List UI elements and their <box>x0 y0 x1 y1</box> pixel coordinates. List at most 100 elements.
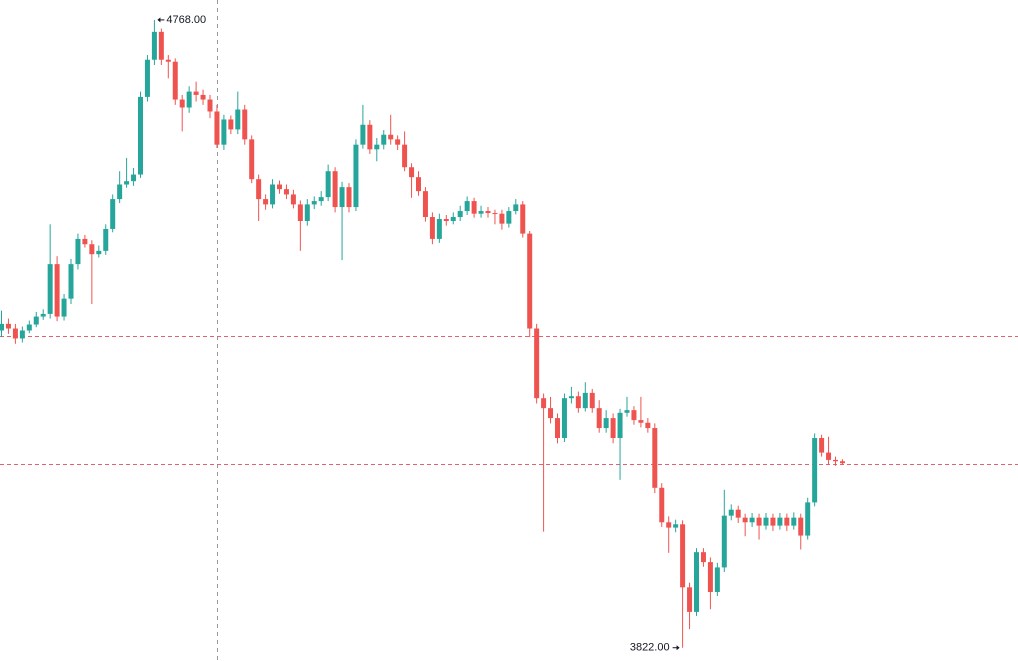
candle-body <box>582 392 588 409</box>
candle-body <box>33 316 39 325</box>
candle-body <box>228 119 234 130</box>
candle-body <box>207 99 213 112</box>
candle-body <box>82 238 88 245</box>
candle-body <box>492 213 498 215</box>
candle-body <box>26 324 32 331</box>
candle-body <box>325 171 331 198</box>
candle-body <box>138 96 143 175</box>
candle-body <box>235 109 241 130</box>
candle-body <box>290 194 296 205</box>
candle-body <box>443 219 449 221</box>
candle-body <box>0 323 4 331</box>
candle-body <box>221 119 227 145</box>
candle-body <box>624 410 630 413</box>
candle-body <box>117 184 123 200</box>
candle-body <box>756 517 762 526</box>
candle-body <box>242 109 248 140</box>
candle-body <box>54 264 60 317</box>
candle-body <box>75 238 81 265</box>
candle-body <box>513 204 519 212</box>
candle-body <box>700 552 706 563</box>
candle-body <box>645 422 651 429</box>
candle-body <box>603 418 609 429</box>
candle-body <box>568 396 574 399</box>
candle-body <box>770 517 776 526</box>
annotation-arrowhead <box>157 17 161 23</box>
candle-body <box>103 228 109 251</box>
candle-body <box>40 313 46 317</box>
candle-body <box>429 217 435 239</box>
annotation-label: 4768.00 <box>166 14 206 26</box>
candle-body <box>61 298 67 317</box>
candle-body <box>360 124 366 145</box>
candle-body <box>520 204 526 234</box>
candle-body <box>735 509 741 518</box>
candle-body <box>548 408 554 419</box>
candle-body <box>596 408 602 429</box>
candle-body <box>457 211 463 218</box>
candle-body <box>450 217 456 221</box>
candle-body <box>388 134 394 140</box>
candle-body <box>659 487 665 523</box>
candle-body <box>283 189 289 195</box>
candle-body <box>541 398 547 409</box>
candle-body <box>833 459 838 462</box>
candle-body <box>527 233 533 329</box>
candle-body <box>742 517 748 523</box>
candle-body <box>332 171 338 208</box>
candle-body <box>249 139 255 180</box>
candle-body <box>561 398 567 439</box>
candle-body <box>680 524 686 588</box>
candle-body <box>110 199 116 229</box>
candle-body <box>506 211 512 224</box>
candle-body <box>694 552 699 612</box>
annotation-arrowhead <box>676 645 680 651</box>
candle-body <box>214 111 220 145</box>
candle-body <box>464 201 470 212</box>
candle-body <box>318 197 324 202</box>
candle-body <box>144 59 150 97</box>
candle-body <box>200 94 206 100</box>
candle-body <box>422 191 428 218</box>
candle-body <box>68 264 74 299</box>
candle-body <box>158 31 164 60</box>
candle-body <box>89 244 95 255</box>
candle-body <box>297 204 303 221</box>
candle-body <box>263 199 269 205</box>
candle-body <box>707 562 713 592</box>
candle-body <box>256 179 262 200</box>
candle-body <box>402 144 408 168</box>
candle-body <box>763 517 769 526</box>
candle-body <box>798 517 804 536</box>
candle-body <box>353 144 359 208</box>
candle-body <box>339 187 345 208</box>
candle-body <box>478 211 484 214</box>
candle-body <box>47 264 53 314</box>
candle-body <box>687 587 693 612</box>
candle-body <box>374 144 380 150</box>
candle-body <box>617 412 623 439</box>
candle-body <box>721 515 727 568</box>
candle-body <box>791 517 797 526</box>
candle-body <box>96 250 102 255</box>
candle-body <box>367 124 373 150</box>
candle-body <box>728 509 734 516</box>
candle-body <box>151 31 157 60</box>
candle-body <box>409 167 415 178</box>
annotation-label: 3822.00 <box>630 642 670 654</box>
candle-body <box>485 211 491 214</box>
candle-body <box>172 61 178 100</box>
candle-body <box>673 524 679 528</box>
candle-body <box>652 428 658 488</box>
candle-body <box>839 461 845 464</box>
candle-body <box>311 201 317 205</box>
candle-body <box>19 330 25 339</box>
candle-body <box>499 213 505 224</box>
candle-body <box>534 328 540 399</box>
candle-body <box>666 522 672 528</box>
candle-body <box>395 139 401 145</box>
candle-body <box>826 452 832 460</box>
candle-body <box>749 517 755 523</box>
candle-body <box>471 201 477 214</box>
